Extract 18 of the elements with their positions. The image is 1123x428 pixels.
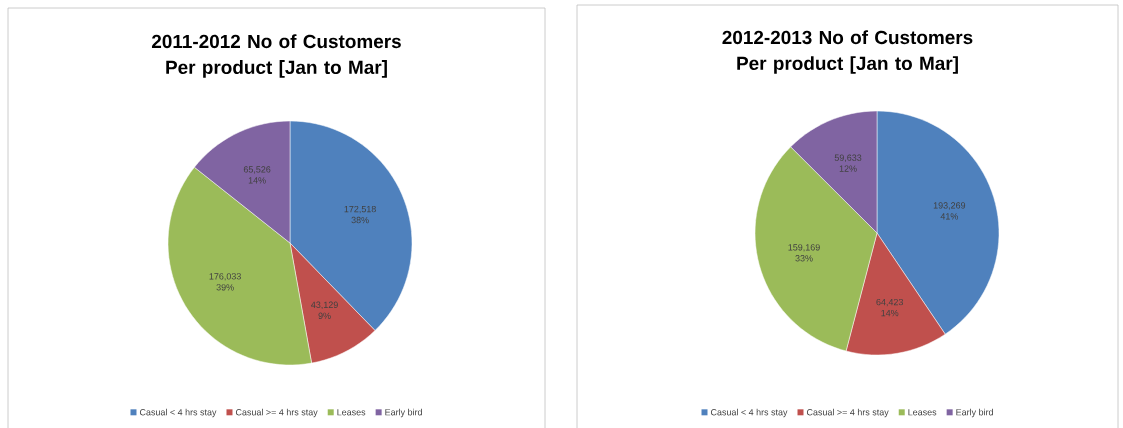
data-label: 59,633 12% — [834, 154, 862, 172]
legend-label: Casual < 4 hrs stay — [710, 408, 788, 418]
legend-label: Early bird — [956, 408, 993, 418]
legend-label: Leases — [908, 409, 937, 416]
legend-label: Early bird — [385, 408, 422, 418]
data-label: 193,269 41% — [933, 202, 966, 220]
legend-label: Casual >= 4 hrs stay — [806, 408, 889, 418]
data-label: 176,033 39% — [209, 273, 241, 291]
data-label: 64,423 14% — [876, 298, 903, 317]
legend-label: Leases — [337, 409, 366, 416]
legend-label: Casual < 4 hrs stay — [139, 408, 217, 418]
data-label: 65,526 14% — [243, 166, 271, 184]
data-label: 43,129 9% — [311, 301, 338, 319]
chart-title: 2011-2012 No of Customers Per product [Jan to Mar] — [151, 34, 401, 78]
chart-title: 2012-2013 No of Customers Per product [Jan to Mar] — [722, 30, 973, 74]
data-label: 172,518 38% — [344, 205, 376, 224]
legend-label: Casual >= 4 hrs stay — [235, 408, 318, 418]
data-label: 159,169 33% — [788, 244, 820, 262]
